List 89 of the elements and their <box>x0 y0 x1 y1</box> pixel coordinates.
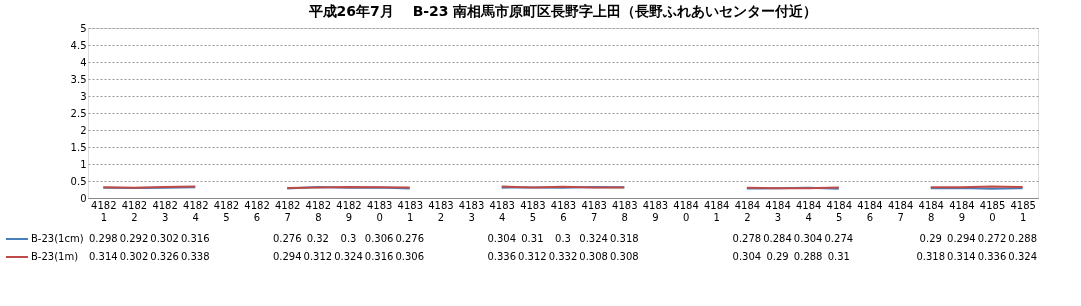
x-tick-label: 41840 <box>673 199 699 223</box>
data-label: 0.316 <box>364 251 394 262</box>
x-tick-label: 41823 <box>152 199 178 223</box>
x-tick-label: 41827 <box>274 199 301 223</box>
data-label: 0.288 <box>793 251 823 262</box>
y-tick-label: 4 <box>80 56 87 68</box>
data-label: 0.31 <box>827 251 850 262</box>
data-label: 0.324 <box>579 233 608 244</box>
data-label: 0.308 <box>579 251 608 262</box>
x-tick-label: 41838 <box>612 199 638 223</box>
data-label: 0.314 <box>89 251 118 262</box>
x-tick-label: 41831 <box>397 199 423 223</box>
x-tick-label: 41835 <box>520 199 546 223</box>
data-label: 0.338 <box>180 251 210 262</box>
x-tick-label: 41836 <box>550 199 577 223</box>
data-label: 0.294 <box>947 233 976 244</box>
x-tick-label: 41847 <box>887 199 914 223</box>
x-tick-label: 41824 <box>183 199 209 223</box>
data-label: 0.32 <box>306 233 329 244</box>
data-label: 0.306 <box>364 233 394 244</box>
x-tick-label: 41829 <box>336 199 362 223</box>
data-label: 0.276 <box>395 233 425 244</box>
y-tick-label: 3.5 <box>70 73 87 85</box>
data-label: 0.294 <box>272 251 302 262</box>
x-tick-label: 41828 <box>305 199 332 223</box>
data-label: 0.304 <box>732 251 762 262</box>
data-label: 0.272 <box>977 233 1007 244</box>
data-label: 0.312 <box>303 251 333 262</box>
data-label: 0.336 <box>977 251 1007 262</box>
x-tick-label: 41841 <box>704 199 730 223</box>
data-label: 0.288 <box>1008 233 1037 244</box>
data-label: 0.326 <box>150 251 179 262</box>
x-tick-label: 41843 <box>765 199 791 223</box>
legend-label: B-23(1m) <box>31 251 79 262</box>
data-label: 0.336 <box>487 251 517 262</box>
data-label: 0.304 <box>793 233 823 244</box>
x-tick-label: 41844 <box>795 199 822 223</box>
data-label: 0.312 <box>518 251 547 262</box>
y-tick-label: 1.5 <box>70 141 87 153</box>
x-tick-label: 41832 <box>428 199 454 223</box>
data-label: 0.302 <box>119 251 149 262</box>
x-tick-label: 41826 <box>244 199 270 223</box>
chart-title: 平成26年7月 B-23 南相馬市原町区長野字上田（長野ふれあいセンター付近） <box>307 3 818 19</box>
x-tick-label: 41830 <box>366 199 393 223</box>
y-tick-label: 3 <box>80 90 87 102</box>
x-tick-label: 41825 <box>213 199 240 223</box>
data-label: 0.3 <box>555 233 571 244</box>
y-tick-label: 0 <box>80 192 87 204</box>
data-label: 0.3 <box>340 233 357 244</box>
x-tick-label: 41839 <box>642 199 669 223</box>
data-label: 0.304 <box>487 233 517 244</box>
y-tick-label: 5 <box>80 22 87 34</box>
y-tick-label: 1 <box>80 158 87 170</box>
x-tick-label: 41837 <box>581 199 607 223</box>
y-tick-label: 2 <box>80 124 87 136</box>
x-tick-label: 41846 <box>857 199 883 223</box>
data-label: 0.276 <box>272 233 302 244</box>
x-tick-label: 41849 <box>949 199 975 223</box>
data-label: 0.278 <box>732 233 762 244</box>
data-label: 0.318 <box>609 233 639 244</box>
data-label: 0.274 <box>824 233 854 244</box>
y-tick-label: 4.5 <box>70 39 87 51</box>
data-label: 0.324 <box>334 251 363 262</box>
data-label: 0.298 <box>89 233 118 244</box>
data-label: 0.324 <box>1008 251 1037 262</box>
y-tick-label: 0.5 <box>70 175 87 187</box>
data-label: 0.29 <box>766 251 789 262</box>
data-label: 0.31 <box>521 233 544 244</box>
data-label: 0.292 <box>119 233 149 244</box>
x-tick-label: 41850 <box>979 199 1006 223</box>
data-label: 0.29 <box>919 233 942 244</box>
x-tick-label: 41848 <box>918 199 944 223</box>
data-label: 0.316 <box>180 233 210 244</box>
y-tick-label: 2.5 <box>70 107 87 119</box>
legend-label: B-23(1cm) <box>31 233 84 244</box>
x-tick-label: 41845 <box>826 199 853 223</box>
x-tick-label: 41833 <box>458 199 485 223</box>
data-label: 0.302 <box>150 233 179 244</box>
data-label: 0.306 <box>395 251 425 262</box>
data-label: 0.284 <box>763 233 792 244</box>
x-tick-label: 41821 <box>91 199 117 223</box>
x-tick-label: 41834 <box>489 199 515 223</box>
data-label: 0.314 <box>947 251 976 262</box>
data-label: 0.318 <box>916 251 946 262</box>
x-tick-label: 41851 <box>1010 199 1036 223</box>
data-label: 0.308 <box>609 251 639 262</box>
x-tick-label: 41842 <box>734 199 761 223</box>
x-tick-label: 41822 <box>121 199 148 223</box>
data-label: 0.332 <box>548 251 578 262</box>
